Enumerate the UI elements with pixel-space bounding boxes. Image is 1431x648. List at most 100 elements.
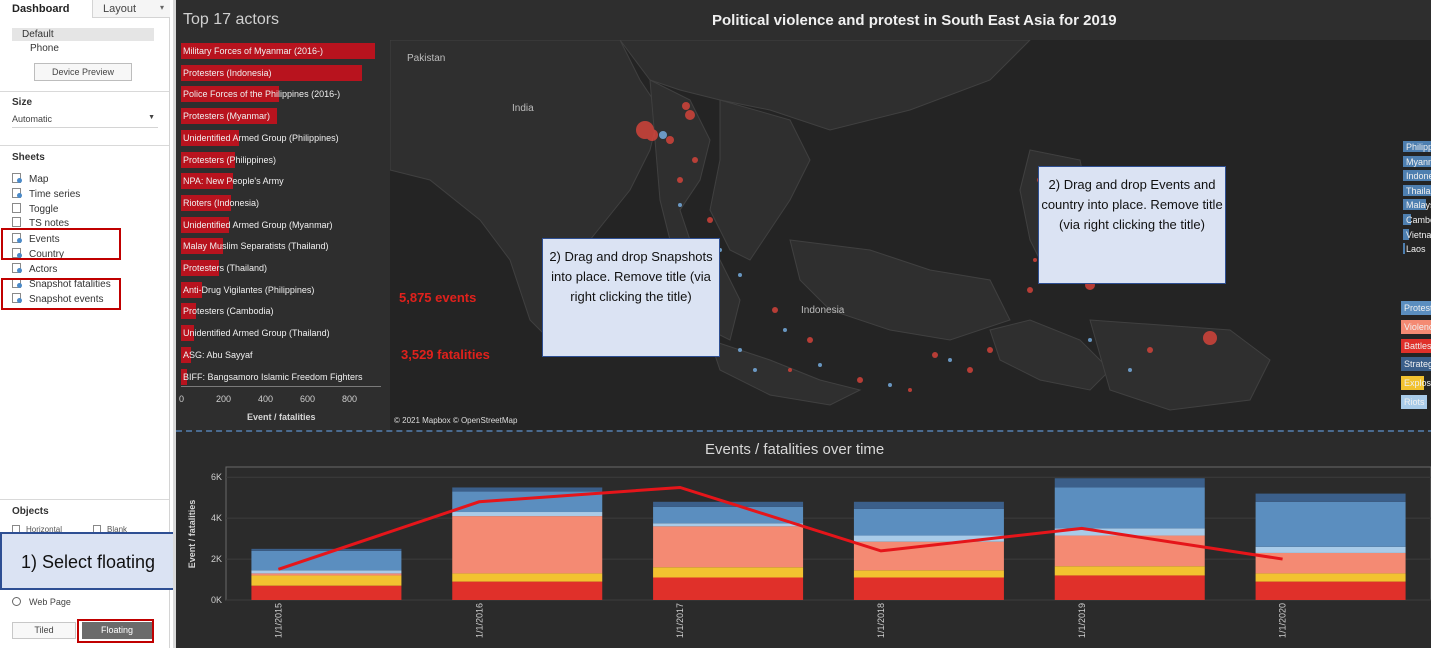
stack-segment[interactable] — [653, 526, 804, 568]
stack-segment[interactable] — [853, 577, 1004, 600]
callout-snapshots: 2) Drag and drop Snapshots into place. R… — [542, 238, 720, 357]
stack-segment[interactable] — [1255, 552, 1406, 574]
country-bar[interactable] — [1403, 170, 1431, 182]
event-type-bar[interactable] — [1401, 395, 1428, 409]
stack-segment[interactable] — [251, 570, 402, 574]
country-bar[interactable] — [1403, 214, 1411, 225]
sheet-label: Toggle — [29, 204, 59, 215]
actor-label: Unidentified Armed Group (Myanmar) — [183, 219, 333, 230]
actor-bar[interactable] — [181, 173, 234, 190]
sheet-map[interactable]: Map — [12, 173, 48, 186]
actor-bar[interactable] — [181, 43, 375, 59]
actor-bar[interactable] — [181, 86, 279, 103]
stack-segment[interactable] — [1054, 478, 1205, 488]
actor-label: Military Forces of Myanmar (2016-) — [183, 46, 324, 56]
map-view[interactable]: Pakistan India Indonesia 5,875 events 3,… — [390, 40, 1431, 430]
country-bar[interactable] — [1403, 243, 1405, 255]
stack-segment[interactable] — [653, 523, 804, 527]
events-snapshot: 5,875 events — [399, 290, 477, 305]
floating-button[interactable]: Floating — [82, 622, 152, 639]
sheet-snapshot-events[interactable]: Snapshot events — [12, 293, 104, 306]
stack-segment[interactable] — [452, 573, 603, 582]
event-type-bar[interactable] — [1401, 338, 1431, 353]
stack-segment[interactable] — [1255, 493, 1406, 502]
title-bar: Top 17 actors Political violence and pro… — [176, 0, 1431, 40]
stack-segment[interactable] — [251, 575, 402, 586]
country-bar[interactable] — [1403, 199, 1426, 211]
tiled-button[interactable]: Tiled — [12, 622, 76, 639]
actor-bar[interactable] — [181, 303, 196, 320]
size-select[interactable]: Automatic ▼ — [12, 114, 158, 128]
stack-segment[interactable] — [853, 570, 1004, 578]
stack-segment[interactable] — [853, 501, 1004, 509]
axis-tick: 800 — [342, 394, 358, 404]
event-type-bar[interactable] — [1401, 319, 1431, 334]
stack-segment[interactable] — [452, 487, 603, 492]
stack-segment[interactable] — [653, 501, 804, 507]
actor-bar[interactable] — [181, 368, 188, 385]
actor-bar[interactable] — [181, 346, 192, 363]
stack-segment[interactable] — [1054, 535, 1205, 567]
stack-segment[interactable] — [452, 581, 603, 600]
sheet-toggle[interactable]: Toggle — [12, 203, 58, 216]
sheet-events[interactable]: Events — [12, 233, 60, 246]
country-bar[interactable] — [1403, 141, 1431, 152]
stack-segment[interactable] — [653, 577, 804, 600]
actor-bar[interactable] — [181, 129, 240, 146]
actor-bar[interactable] — [181, 325, 194, 342]
country-bar[interactable] — [1403, 184, 1431, 196]
stack-segment[interactable] — [251, 548, 402, 551]
actor-label: Protesters (Myanmar) — [183, 111, 271, 122]
sheet-actors[interactable]: Actors — [12, 263, 57, 276]
stack-segment[interactable] — [1054, 566, 1205, 576]
stack-segment[interactable] — [853, 508, 1004, 536]
stack-segment[interactable] — [653, 567, 804, 578]
sheet-time-series[interactable]: Time series — [12, 188, 80, 201]
tab-dashboard[interactable]: Dashboard — [12, 3, 70, 15]
stack-segment[interactable] — [1054, 528, 1205, 536]
stack-segment[interactable] — [1255, 581, 1406, 600]
y-axis-label: Event / fatalities — [187, 500, 197, 569]
event-type-bar[interactable] — [1401, 376, 1424, 391]
actor-bar[interactable] — [181, 151, 236, 168]
actors-chart[interactable]: Military Forces of Myanmar (2016-) Protes… — [176, 40, 390, 430]
country-bar[interactable] — [1403, 155, 1431, 167]
sheet-ts-notes[interactable]: TS notes — [12, 217, 69, 230]
timeseries-panel[interactable]: 6K 4K 2K 0K Event / fatalities 1/1/2015 1/1/20… — [176, 430, 1431, 648]
tab-layout[interactable]: Layout ▾ — [92, 0, 170, 18]
country-bar[interactable] — [1403, 228, 1409, 240]
actor-label: Protesters (Thailand) — [183, 263, 268, 273]
map-attribution[interactable]: © 2021 Mapbox © OpenStreetMap — [394, 416, 518, 425]
sheet-label: Map — [29, 174, 49, 185]
device-preview-button[interactable]: Device Preview — [34, 63, 132, 81]
object-label: Web Page — [29, 597, 71, 607]
stack-segment[interactable] — [251, 585, 402, 600]
event-type-bar[interactable] — [1401, 301, 1431, 315]
actor-bar[interactable] — [181, 194, 231, 211]
actor-bar[interactable] — [181, 216, 229, 233]
device-default[interactable]: Default — [12, 28, 154, 41]
device-phone[interactable]: Phone — [30, 43, 59, 54]
actor-bar[interactable] — [181, 64, 363, 81]
globe-icon — [12, 597, 21, 606]
actor-bar[interactable] — [181, 260, 219, 276]
stack-segment[interactable] — [1255, 501, 1406, 547]
stack-segment[interactable] — [452, 512, 603, 517]
object-web-page[interactable]: Web Page — [12, 597, 71, 607]
stack-segment[interactable] — [853, 535, 1004, 542]
sheet-label: Snapshot fatalities — [29, 279, 111, 290]
actor-bar[interactable] — [181, 281, 202, 298]
event-type-bar[interactable] — [1401, 357, 1431, 372]
actor-bar[interactable] — [181, 238, 223, 255]
stack-segment[interactable] — [251, 573, 402, 576]
fatalities-line[interactable] — [277, 485, 1283, 571]
stack-segment[interactable] — [452, 516, 603, 574]
sheet-label: Time series — [29, 189, 81, 200]
stack-segment[interactable] — [1054, 575, 1205, 600]
stack-segment[interactable] — [1255, 573, 1406, 582]
stack-segment[interactable] — [1255, 546, 1406, 553]
stack-segment[interactable] — [653, 506, 804, 524]
stack-segment[interactable] — [1054, 487, 1205, 529]
sheet-country[interactable]: Country — [12, 248, 64, 261]
actor-bar[interactable] — [181, 108, 277, 125]
